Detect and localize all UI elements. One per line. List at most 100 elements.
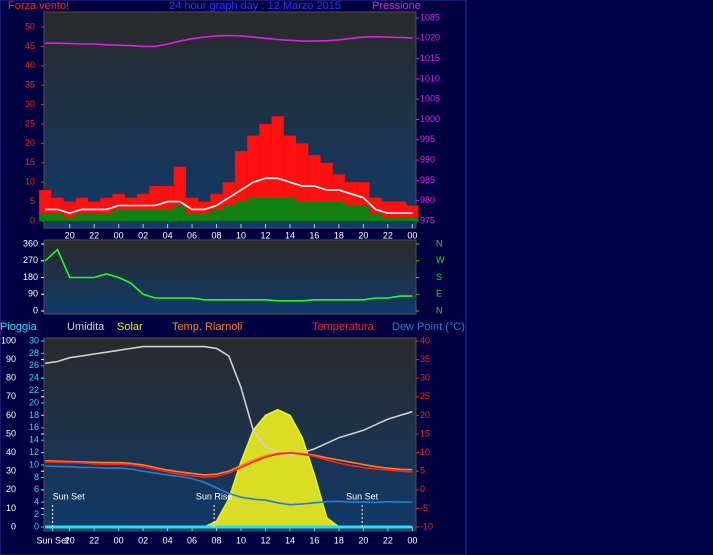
chart-title: 24 hour graph day : 12 Marzo 2015 — [169, 0, 341, 12]
y3-tick-label: 0 — [34, 521, 39, 531]
y3-tick-label: 8 — [34, 472, 39, 482]
x-tick-label: 20 — [358, 230, 368, 240]
y3-tick-label: 18 — [29, 410, 39, 420]
x-tick-label: 14 — [285, 230, 295, 240]
y2-tick-label: 5 — [420, 466, 425, 476]
series-line — [45, 452, 413, 479]
wind-bar — [381, 201, 394, 221]
wind-bar — [198, 213, 211, 221]
x-tick-label: 00 — [114, 230, 124, 240]
wind-bar — [393, 217, 407, 221]
y3-tick-label: 16 — [29, 422, 39, 432]
x-tick-label: 06 — [187, 535, 197, 545]
x-tick-label: 18 — [334, 230, 344, 240]
y2-tick-label: 990 — [420, 154, 435, 164]
y-tick-label: 40 — [25, 60, 35, 70]
y3-tick-label: 28 — [29, 348, 39, 358]
x-tick-label: 12 — [260, 230, 270, 240]
y2-tick-label: 1000 — [420, 114, 440, 124]
annotation: Sun Set — [53, 491, 86, 501]
wind-bar — [173, 205, 186, 221]
y-tick-label: 10 — [25, 177, 35, 187]
wind-bar — [369, 213, 382, 221]
y-tick-label: 50 — [6, 428, 16, 438]
x-tick-label: 22 — [383, 535, 393, 545]
y-tick-label: 90 — [6, 354, 16, 364]
wind-bar — [271, 116, 284, 221]
y-tick-label: 270 — [23, 255, 38, 265]
y2-tick-label: -5 — [420, 503, 428, 513]
y-tick-label: 45 — [25, 41, 35, 51]
plot-area — [43, 239, 417, 315]
series-line — [45, 34, 413, 48]
wind-bar — [137, 209, 150, 221]
y2-tick-label: 25 — [420, 391, 430, 401]
series-line — [45, 451, 413, 476]
series-line — [45, 177, 413, 215]
y2-tick-label: 980 — [420, 195, 435, 205]
y-tick-label: 30 — [6, 466, 16, 476]
y-tick-label: 180 — [23, 272, 38, 282]
y-tick-label: 30 — [25, 99, 35, 109]
legend-label: Solar — [117, 321, 143, 333]
x-tick-label: 20 — [65, 535, 75, 545]
y2-tick-label: 0 — [420, 484, 425, 494]
wind-bar — [393, 201, 407, 221]
x-tick-label: 04 — [163, 535, 173, 545]
y-tick-label: 80 — [6, 373, 16, 383]
wind-bar — [75, 213, 89, 221]
y2-tick-label: 35 — [420, 354, 430, 364]
y-tick-label: 40 — [6, 447, 16, 457]
y3-tick-label: 12 — [29, 447, 39, 457]
y-tick-label: 70 — [6, 391, 16, 401]
wind-bar — [112, 209, 125, 221]
y2-tick-label: 975 — [420, 215, 435, 225]
y2-tick-label: -10 — [420, 521, 433, 531]
legend-label: Dew Point (°C) — [392, 321, 465, 333]
wind-bar — [222, 205, 235, 221]
x-tick-label: 08 — [212, 535, 222, 545]
y3-tick-label: 24 — [29, 373, 39, 383]
y2-tick-label: W — [436, 255, 445, 265]
wind-bar — [63, 201, 76, 221]
y2-tick-label: 40 — [420, 335, 430, 345]
wind-bar — [381, 217, 394, 221]
y-tick-label: 0 — [11, 521, 16, 531]
series-line — [44, 248, 413, 302]
x-tick-label: 00 — [114, 535, 124, 545]
x-tick-label: 12 — [260, 535, 270, 545]
y3-tick-label: 4 — [34, 497, 39, 507]
x-tick-label: Sun Set — [37, 535, 70, 545]
x-tick-label: 14 — [285, 535, 295, 545]
y3-tick-label: 6 — [34, 484, 39, 494]
y3-tick-label: 2 — [34, 509, 39, 519]
wind-bar — [124, 209, 137, 221]
wind-bar — [406, 217, 419, 221]
y2-tick-label: S — [436, 272, 442, 282]
wind-bar — [271, 197, 284, 221]
y-tick-label: 10 — [6, 503, 16, 513]
wind-bar — [210, 209, 223, 221]
legend-label: Pioggia — [0, 321, 38, 333]
x-tick-label: 20 — [65, 230, 75, 240]
wind-bar — [357, 205, 370, 221]
y-tick-label: 25 — [25, 118, 35, 128]
x-tick-label: 06 — [187, 230, 197, 240]
y-tick-label: 90 — [28, 289, 38, 299]
wind-bar — [51, 213, 64, 221]
annotation: Sun Set — [346, 491, 379, 501]
y2-tick-label: 20 — [420, 410, 430, 420]
wind-bar — [283, 197, 297, 221]
y2-tick-label: 15 — [420, 428, 430, 438]
y2-tick-label: 1015 — [420, 53, 440, 63]
wind-bar — [39, 213, 52, 221]
y3-tick-label: 14 — [29, 435, 39, 445]
wind-bar — [332, 201, 346, 221]
y3-tick-label: 22 — [29, 385, 39, 395]
y2-tick-label: 10 — [420, 447, 430, 457]
y2-tick-label: 1020 — [420, 33, 440, 43]
wind-bar — [100, 213, 113, 221]
x-tick-label: 10 — [236, 230, 246, 240]
series-line — [45, 465, 413, 506]
x-tick-label: 18 — [334, 535, 344, 545]
